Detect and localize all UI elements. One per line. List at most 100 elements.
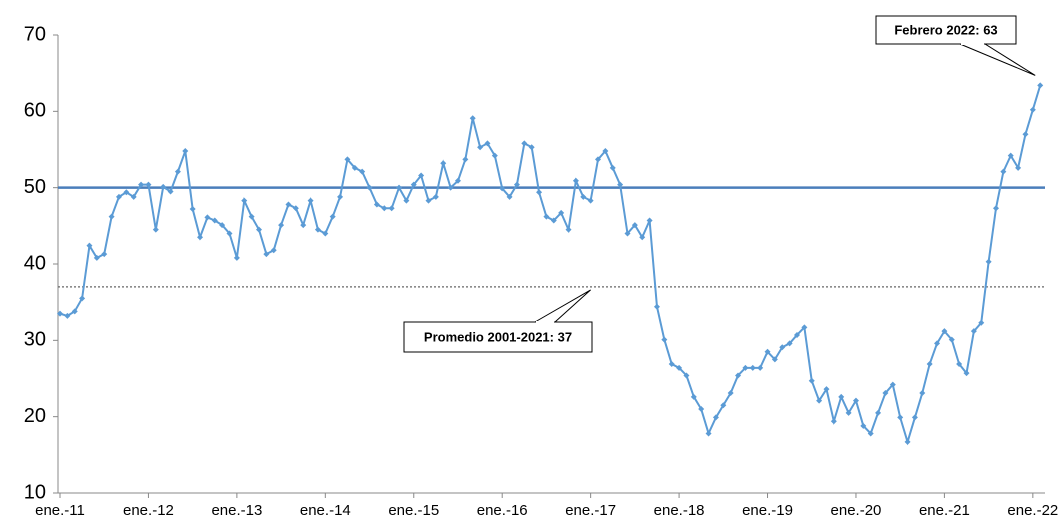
data-point: [712, 414, 719, 421]
data-point: [749, 364, 756, 371]
data-point: [337, 193, 344, 200]
data-point: [491, 152, 498, 159]
data-point: [462, 156, 469, 163]
data-point: [344, 156, 351, 163]
x-tick-label: ene.-17: [565, 502, 616, 519]
x-tick-label: ene.-12: [123, 502, 174, 519]
data-point: [786, 340, 793, 347]
data-point: [440, 160, 447, 167]
data-point: [115, 193, 122, 200]
data-point: [211, 217, 218, 224]
x-tick-label: ene.-16: [477, 502, 528, 519]
y-tick-label: 30: [24, 329, 46, 351]
data-point: [219, 222, 226, 229]
data-point: [285, 201, 292, 208]
data-point: [233, 254, 240, 261]
data-point: [956, 360, 963, 367]
y-tick-label: 20: [24, 405, 46, 427]
data-point: [661, 336, 668, 343]
data-point: [418, 172, 425, 179]
data-point: [351, 164, 358, 171]
data-point: [477, 144, 484, 151]
callout-tail: [959, 43, 1036, 76]
data-point: [808, 377, 815, 384]
data-point: [167, 188, 174, 195]
data-point: [683, 372, 690, 379]
data-point: [698, 406, 705, 413]
y-tick-label: 60: [24, 100, 46, 122]
data-point: [1022, 131, 1029, 138]
data-point: [764, 348, 771, 355]
data-point: [366, 184, 373, 191]
data-point: [653, 303, 660, 310]
data-point: [801, 324, 808, 331]
data-point: [226, 230, 233, 237]
data-point: [646, 217, 653, 224]
data-point: [720, 402, 727, 409]
data-point: [396, 184, 403, 191]
data-point: [101, 251, 108, 258]
data-point: [536, 189, 543, 196]
data-point: [64, 312, 71, 319]
data-point: [934, 340, 941, 347]
data-point: [889, 381, 896, 388]
data-point: [735, 372, 742, 379]
data-point: [322, 230, 329, 237]
callout-box: [875, 15, 1017, 45]
data-point: [794, 331, 800, 338]
data-point: [86, 242, 93, 249]
data-point: [558, 209, 565, 216]
data-point: [992, 205, 999, 212]
y-tick-label: 50: [24, 176, 46, 198]
x-tick-label: ene.-14: [300, 502, 351, 519]
data-point: [897, 414, 904, 421]
data-point: [1015, 164, 1022, 171]
x-tick-label: ene.-20: [831, 502, 882, 519]
data-point: [469, 115, 476, 122]
data-point: [506, 193, 513, 200]
x-tick-label: ene.-18: [654, 502, 705, 519]
data-point: [1037, 82, 1044, 89]
annotation: Febrero 2022: 63: [894, 22, 997, 37]
data-point: [1000, 168, 1007, 175]
data-point: [329, 213, 336, 220]
data-point: [138, 181, 145, 188]
data-point: [595, 156, 602, 163]
data-line: [59, 85, 1042, 446]
data-point: [513, 181, 520, 188]
data-point: [550, 217, 557, 224]
data-point: [624, 230, 631, 237]
data-point: [425, 197, 432, 204]
data-point: [160, 183, 167, 190]
data-point: [499, 185, 506, 192]
data-point: [779, 344, 786, 351]
data-point: [757, 364, 764, 371]
data-point: [447, 184, 454, 191]
data-point: [580, 193, 587, 200]
data-point: [919, 390, 926, 397]
data-point: [845, 409, 852, 416]
data-point: [204, 214, 211, 221]
data-point: [248, 213, 255, 220]
data-point: [617, 181, 624, 188]
data-point: [300, 222, 307, 229]
data-point: [521, 140, 528, 147]
data-point: [941, 328, 948, 335]
data-point: [875, 409, 882, 416]
data-point: [602, 148, 609, 155]
callout-tail: [533, 289, 591, 323]
data-point: [278, 222, 285, 229]
data-point: [668, 360, 675, 367]
y-tick-label: 40: [24, 252, 46, 274]
data-point: [79, 295, 86, 302]
data-point: [182, 148, 189, 155]
data-point: [292, 205, 299, 212]
data-point: [432, 193, 439, 200]
x-tick-label: ene.-22: [1007, 502, 1058, 519]
data-point: [926, 360, 933, 367]
data-point: [388, 205, 395, 212]
data-point: [838, 393, 845, 400]
data-point: [543, 213, 550, 220]
data-point: [904, 438, 911, 445]
